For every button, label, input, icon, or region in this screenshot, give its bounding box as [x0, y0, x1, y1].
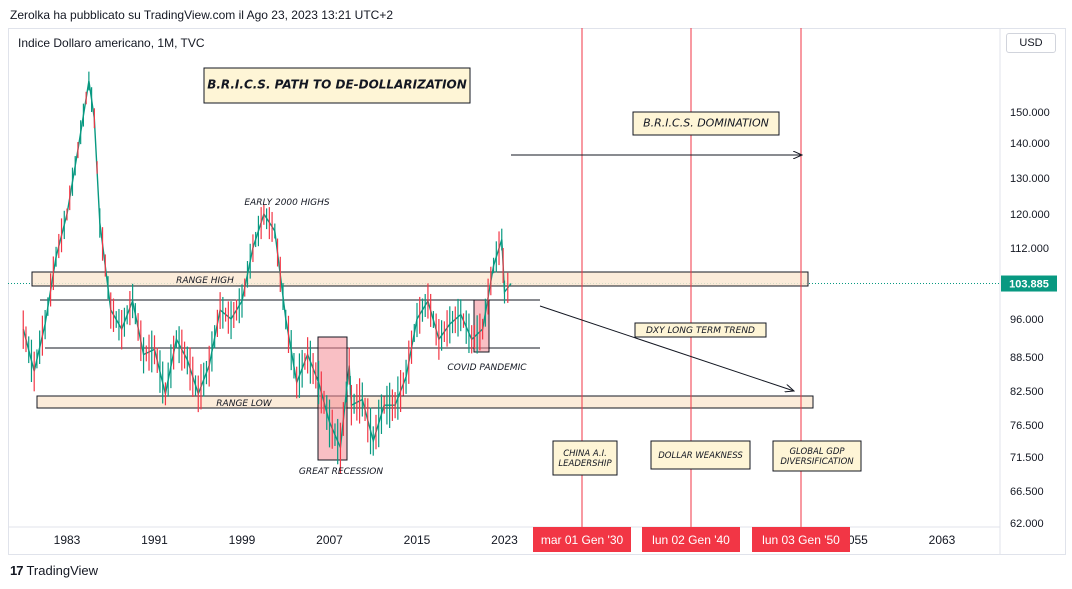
x-tick-label: 1983: [54, 533, 81, 547]
last-price-box: [1001, 275, 1057, 292]
date-label: lun 03 Gen '50: [762, 533, 840, 547]
x-tick-label: 2023: [491, 533, 518, 547]
y-tick-label: 150.000: [1010, 107, 1050, 119]
dollar-weakness-annotation-box: [650, 440, 751, 470]
trend-annotation-box: [634, 322, 767, 338]
y-tick-label: 88.500: [1010, 352, 1044, 364]
y-tick-label: 120.000: [1010, 209, 1050, 221]
symbol-title: Indice Dollaro americano, 1M, TVC: [18, 36, 205, 50]
y-tick-label: 71.500: [1010, 452, 1044, 464]
great-recession-label: GREAT RECESSION: [299, 467, 384, 477]
currency-button[interactable]: USD: [1006, 33, 1056, 53]
brand-name: TradingView: [26, 563, 99, 578]
range-low-label: RANGE LOW: [216, 399, 272, 409]
early-2000-label: EARLY 2000 HIGHS: [244, 198, 330, 208]
china-annotation-label: CHINA A.I.: [563, 449, 607, 459]
range-high-box: [31, 271, 809, 287]
publisher-header: Zerolka ha pubblicato su TradingView.com…: [10, 8, 394, 22]
y-tick-label: 66.500: [1010, 486, 1044, 498]
gdp-annotation-box: [772, 440, 862, 472]
date-label-box: [642, 527, 740, 552]
covid-label: COVID PANDEMIC: [447, 363, 527, 373]
tradingview-logo-icon: 17: [10, 563, 24, 578]
x-tick-label: 1999: [229, 533, 256, 547]
gdp-annotation-label: DIVERSIFICATION: [780, 457, 854, 467]
y-tick-label: 82.500: [1010, 386, 1044, 398]
y-tick-label: 112.000: [1010, 243, 1049, 255]
x-tick-label: 2015: [404, 533, 431, 547]
domination-annotation-label: B.R.I.C.S. DOMINATION: [643, 117, 769, 130]
range-low-box: [36, 395, 814, 409]
china-annotation-label: LEADERSHIP: [558, 459, 612, 469]
trend-arrow: [539, 305, 794, 391]
gdp-annotation-label: GLOBAL GDP: [789, 447, 845, 457]
x-tick-label: 1991: [141, 533, 168, 547]
y-tick-label: 76.500: [1010, 420, 1044, 432]
trend-annotation-label: DXY LONG TERM TREND: [646, 326, 755, 336]
brand-footer: 17 TradingView: [10, 563, 98, 578]
x-tick-label: 2007: [316, 533, 343, 547]
date-label-box: [752, 527, 850, 552]
x-tick-label: 2063: [929, 533, 956, 547]
date-label: lun 02 Gen '40: [652, 533, 730, 547]
date-label-box: [533, 527, 631, 552]
range-high-label: RANGE HIGH: [176, 276, 234, 286]
date-label: mar 01 Gen '30: [541, 533, 624, 547]
dollar-weakness-annotation-label: DOLLAR WEAKNESS: [658, 451, 743, 461]
title-annotation-box: [203, 67, 471, 104]
last-price-label: 103.885: [1009, 279, 1049, 291]
y-tick-label: 130.000: [1010, 173, 1050, 185]
y-tick-label: 96.000: [1010, 314, 1044, 326]
title-annotation-label: B.R.I.C.S. PATH TO DE-DOLLARIZATION: [207, 78, 467, 92]
domination-annotation-box: [632, 111, 780, 136]
chart-frame: [8, 28, 1066, 555]
y-tick-label: 62.000: [1010, 518, 1044, 530]
china-annotation-box: [552, 440, 618, 476]
price-series: [22, 80, 512, 451]
y-tick-label: 140.000: [1010, 138, 1050, 150]
